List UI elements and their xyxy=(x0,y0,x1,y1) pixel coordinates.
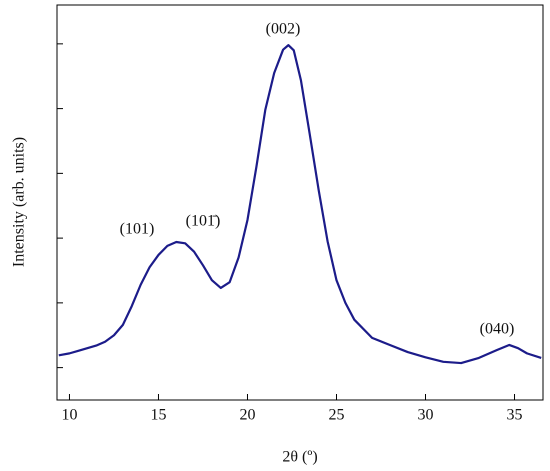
data-line xyxy=(58,44,542,365)
peak-label: (040) xyxy=(480,321,515,338)
x-tick-label: 35 xyxy=(507,407,523,424)
peak-label: (101) xyxy=(120,221,155,238)
x-tick-label: 25 xyxy=(328,407,344,424)
x-axis-label: 2θ (º) xyxy=(282,449,317,466)
y-axis-label: Intensity (arb. units) xyxy=(11,137,28,267)
peak-label: (101̄) xyxy=(186,213,221,230)
x-tick-label: 20 xyxy=(239,407,255,424)
plot-frame xyxy=(56,4,544,401)
x-tick-label: 10 xyxy=(61,407,77,424)
x-tick-label: 30 xyxy=(418,407,434,424)
x-tick-label: 15 xyxy=(150,407,166,424)
peak-label: (002) xyxy=(266,21,301,38)
